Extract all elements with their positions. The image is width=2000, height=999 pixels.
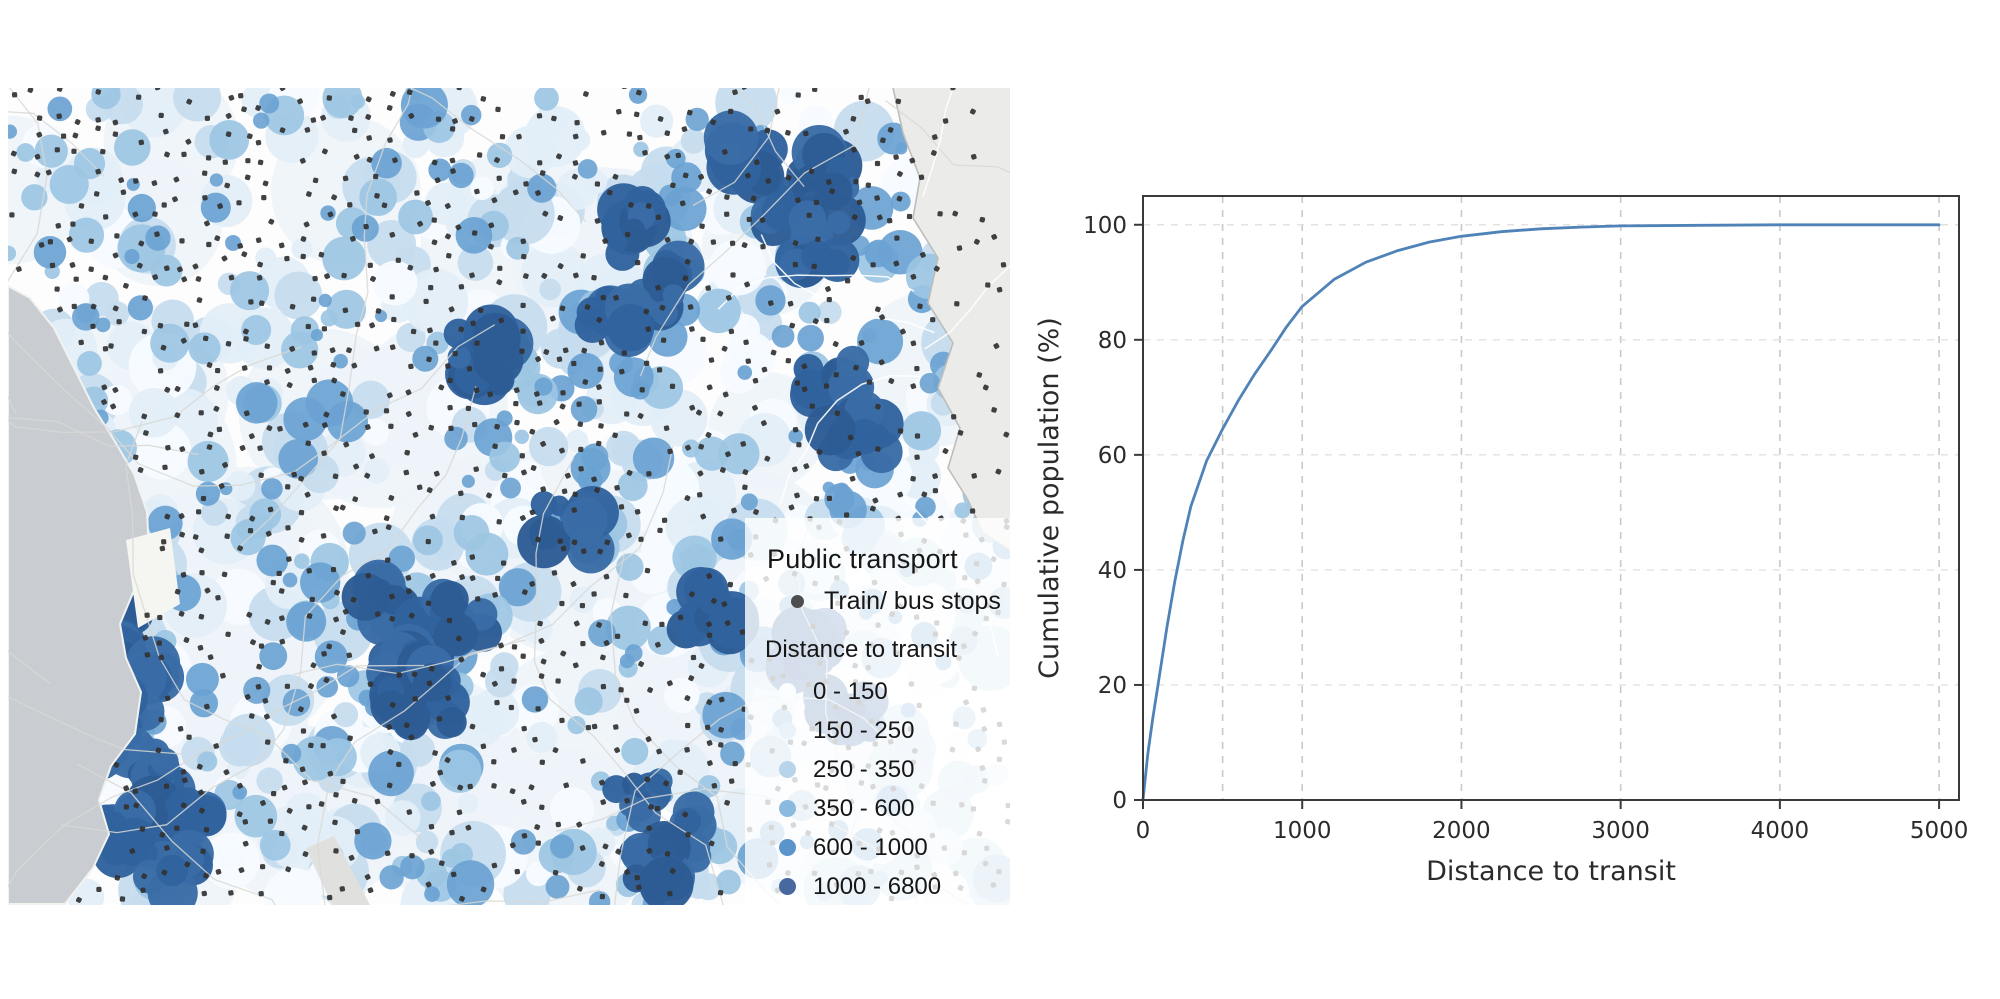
svg-text:Distance to transit: Distance to transit [1426,856,1676,887]
svg-text:2000: 2000 [1432,818,1491,844]
legend-class-swatch-icon [779,839,796,856]
svg-text:80: 80 [1098,328,1127,354]
svg-text:20: 20 [1098,673,1127,699]
legend-class-swatch-icon [779,761,796,778]
map-legend: Public transport Train/ bus stops Distan… [745,518,1010,905]
svg-text:3000: 3000 [1591,818,1650,844]
legend-distance-title: Distance to transit [765,636,958,663]
svg-text:0: 0 [1136,818,1151,844]
legend-stops-row: Train/ bus stops [791,587,1010,616]
legend-class-label: 150 - 250 [813,716,915,744]
legend-class-row: 250 - 350 [779,750,1010,789]
legend-class-swatch-icon [779,683,796,700]
legend-class-swatch-icon [779,800,796,817]
legend-class-row: 1000 - 6800 [779,867,1010,906]
legend-title: Public transport [767,544,958,574]
legend-class-label: 1000 - 6800 [813,872,942,900]
legend-class-label: 350 - 600 [813,794,915,822]
legend-class-row: 350 - 600 [779,789,1010,828]
legend-stops-label: Train/ bus stops [824,587,1001,615]
svg-text:1000: 1000 [1273,818,1332,844]
cumulative-population-plot: 0 1000 2000 3000 4000 5000 0 20 40 60 80 100 Distanc… [1034,195,1969,887]
svg-text:Cumulative population (%): Cumulative population (%) [1034,317,1065,679]
train-bus-stop-icon [791,595,804,608]
svg-text:60: 60 [1098,443,1127,469]
cumulative-population-chart: 0 1000 2000 3000 4000 5000 0 20 40 60 80 100 Distanc… [1020,120,2000,920]
svg-text:0: 0 [1112,788,1127,814]
legend-class-swatch-icon [779,878,796,895]
svg-text:5000: 5000 [1910,818,1969,844]
legend-class-label: 250 - 350 [813,755,915,783]
legend-class-row: 0 - 150 [779,672,1010,711]
legend-class-label: 0 - 150 [813,677,888,705]
svg-text:40: 40 [1098,558,1127,584]
legend-class-label: 600 - 1000 [813,833,928,861]
svg-text:100: 100 [1083,213,1127,239]
legend-class-row: 600 - 1000 [779,828,1010,867]
legend-class-swatch-icon [779,722,796,739]
legend-class-row: 150 - 250 [779,711,1010,750]
legend-class-list: 0 - 150 150 - 250 250 - 350 350 - 600 600 - … [745,672,1010,906]
svg-text:4000: 4000 [1751,818,1810,844]
transit-map-panel: Public transport Train/ bus stops Distan… [8,88,1010,905]
